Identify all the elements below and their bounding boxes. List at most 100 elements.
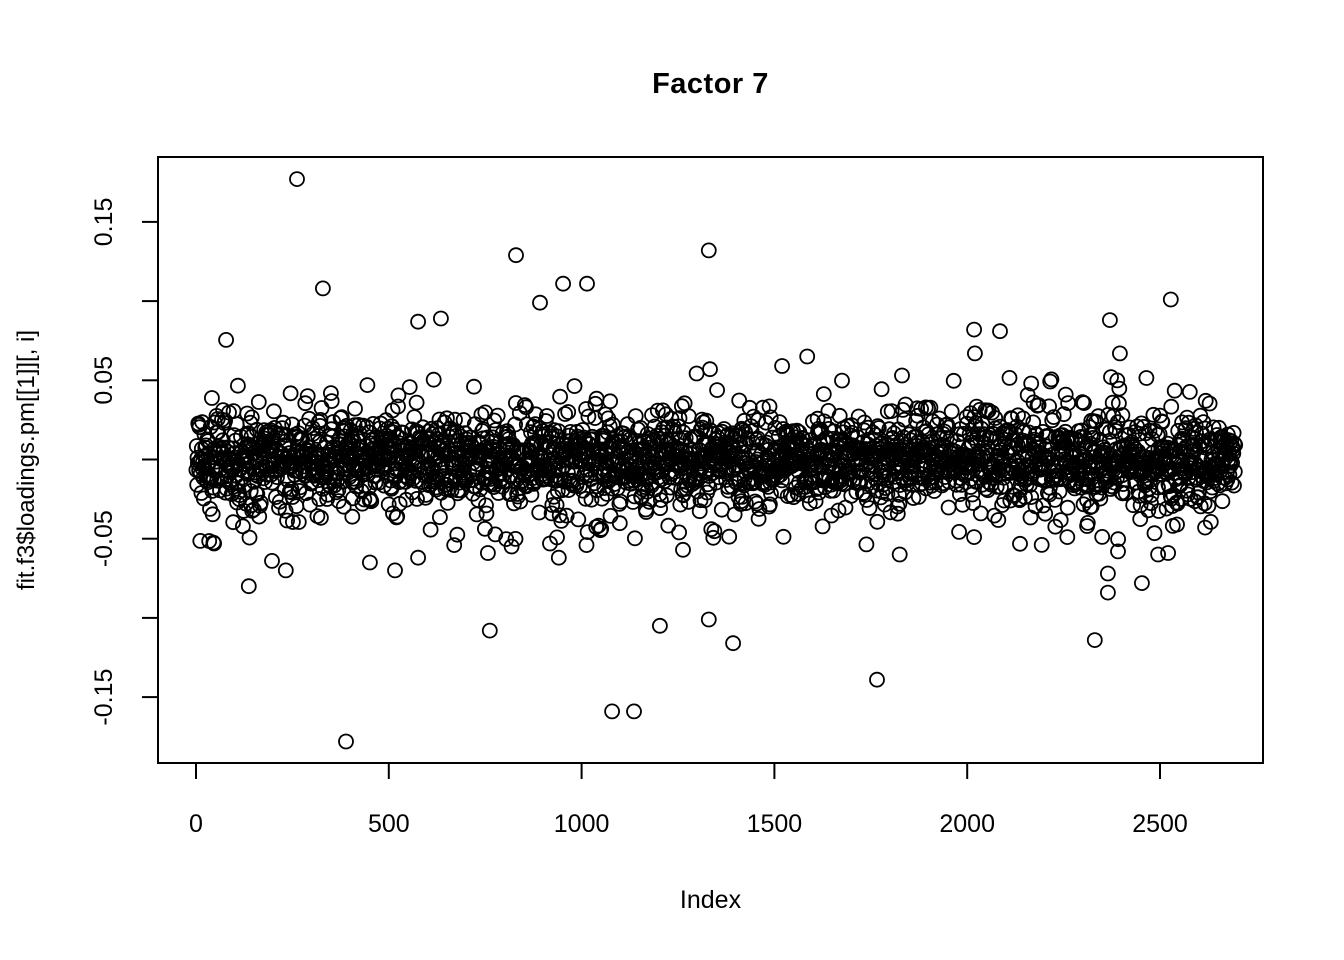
data-point [507, 531, 524, 547]
x-axis-title: Index [679, 886, 742, 914]
data-point [869, 513, 886, 530]
data-point [731, 392, 748, 409]
data-point [1201, 395, 1218, 412]
data-point [314, 280, 331, 297]
data-point [225, 514, 242, 531]
data-point [1146, 525, 1163, 542]
data-point [249, 486, 266, 502]
data-point [1079, 518, 1095, 534]
data-point [881, 421, 898, 438]
data-point [438, 410, 455, 427]
data-point [290, 514, 307, 530]
data-point [282, 385, 299, 402]
data-point [1100, 584, 1116, 601]
data-point [612, 493, 629, 510]
data-point [940, 419, 957, 436]
data-point [1223, 474, 1240, 491]
x-tick-label: 1500 [747, 810, 803, 838]
data-point [737, 495, 754, 512]
data-point [486, 412, 503, 429]
axis-ticks [142, 220, 1161, 779]
data-point [556, 473, 573, 490]
data-point [425, 371, 442, 388]
data-point [1171, 478, 1187, 495]
data-point [1102, 423, 1118, 440]
data-point [558, 507, 575, 524]
data-point [299, 388, 316, 405]
data-point [602, 508, 619, 524]
data-point [830, 502, 847, 519]
data-point [432, 310, 449, 327]
data-point [1041, 486, 1058, 503]
data-point [1094, 529, 1111, 545]
data-point [706, 523, 723, 540]
data-point [858, 536, 875, 553]
data-point [986, 507, 1003, 524]
data-point [390, 387, 407, 404]
data-point [1023, 489, 1040, 506]
data-point [577, 490, 594, 507]
data-point [553, 513, 570, 529]
data-point [630, 421, 646, 438]
data-point [542, 535, 558, 552]
data-point [203, 390, 220, 406]
data-point [481, 622, 498, 639]
data-point [1030, 397, 1047, 413]
data-point [861, 500, 878, 517]
data-point [675, 541, 691, 558]
data-point [410, 313, 427, 330]
data-point [655, 402, 671, 419]
data-point [410, 549, 427, 566]
data-point [1160, 545, 1176, 561]
data-point [523, 486, 540, 503]
data-point [475, 421, 492, 438]
data-point [543, 505, 560, 522]
data-point [652, 617, 668, 634]
data-point [1226, 463, 1243, 480]
data-point [389, 508, 406, 525]
data-point [962, 479, 979, 495]
data-point [721, 528, 738, 545]
plot-border [157, 156, 1264, 764]
data-point [194, 414, 211, 431]
data-point [1052, 512, 1069, 528]
data-point [531, 504, 548, 521]
data-point [1111, 380, 1128, 397]
data-point [745, 408, 762, 425]
data-point [363, 493, 380, 510]
data-point [702, 361, 718, 378]
data-point [252, 494, 269, 511]
data-point [578, 537, 595, 553]
data-point [284, 514, 301, 530]
data-point [873, 381, 890, 398]
y-tick-label: -0.15 [90, 669, 118, 726]
y-axis-title: fit.f3$loadings.pm[[1]][, i] [13, 329, 40, 591]
data-point [361, 554, 378, 571]
data-point [671, 524, 687, 541]
data-point [897, 396, 914, 413]
data-point [1102, 312, 1118, 329]
data-point [1181, 383, 1198, 400]
data-point [344, 508, 361, 525]
data-point [610, 444, 627, 461]
data-point [649, 402, 666, 419]
data-point [815, 386, 832, 403]
data-point [422, 521, 439, 538]
data-point [229, 377, 246, 394]
data-point [1043, 371, 1060, 388]
data-point [602, 393, 618, 410]
data-point [1110, 531, 1126, 548]
data-point [1069, 474, 1085, 491]
data-point [323, 393, 340, 410]
data-point [705, 529, 722, 546]
data-point [814, 518, 831, 535]
data-point [570, 511, 587, 528]
data-point [1214, 493, 1231, 510]
data-point [385, 505, 401, 522]
data-point [894, 367, 910, 384]
data-point [1166, 382, 1183, 399]
data-point [1186, 454, 1202, 471]
data-point [1163, 398, 1180, 415]
x-tick-label: 2000 [939, 810, 995, 838]
data-point [799, 348, 816, 365]
